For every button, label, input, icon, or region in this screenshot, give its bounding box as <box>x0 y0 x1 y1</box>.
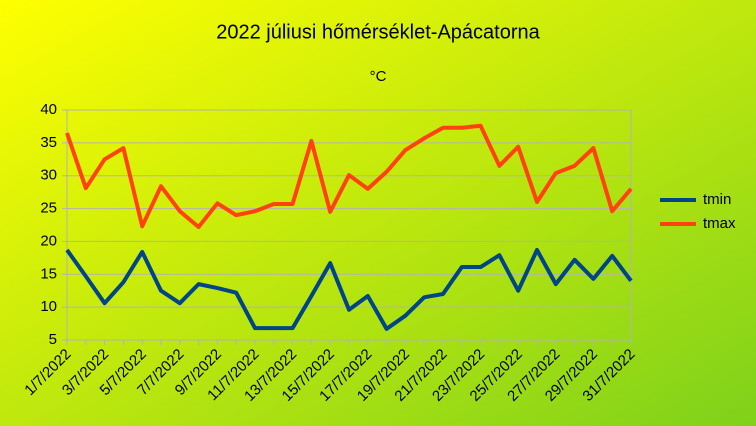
y-tick-label: 40 <box>40 101 57 118</box>
y-tick-label: 5 <box>49 331 57 348</box>
y-tick-label: 15 <box>40 265 57 282</box>
chart-title: 2022 júliusi hőmérséklet-Apácatorna <box>216 21 540 43</box>
line-series <box>65 247 633 331</box>
legend-label: tmin <box>703 191 731 208</box>
y-tick-label: 30 <box>40 167 57 184</box>
legend-label: tmax <box>703 215 736 232</box>
chart-subtitle: °C <box>370 68 387 85</box>
y-tick-label: 35 <box>40 134 57 151</box>
y-tick-label: 10 <box>40 298 57 315</box>
y-tick-label: 20 <box>40 232 57 249</box>
line-series <box>65 123 633 229</box>
y-tick-label: 25 <box>40 200 57 217</box>
